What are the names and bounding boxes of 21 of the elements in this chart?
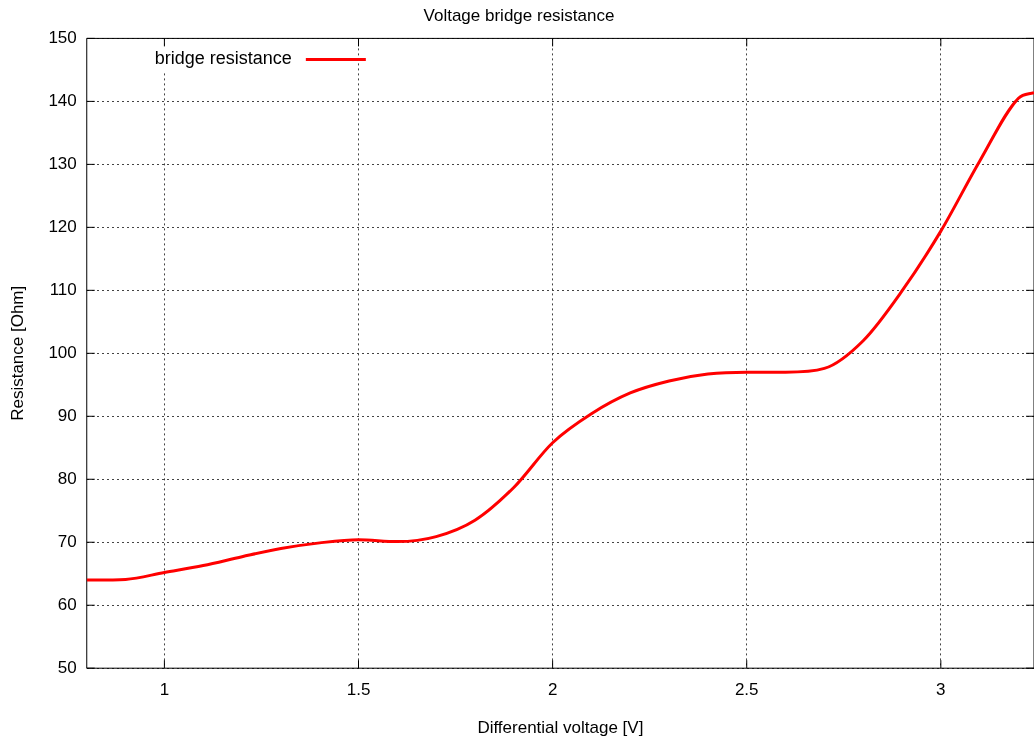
y-tick-label: 150 xyxy=(48,28,77,48)
x-axis-title: Differential voltage [V] xyxy=(477,718,644,738)
y-tick-label: 130 xyxy=(48,154,77,174)
y-tick-label: 90 xyxy=(57,405,77,425)
chart-title: Voltage bridge resistance xyxy=(423,5,615,25)
y-axis-title: Resistance [Ohm] xyxy=(7,285,27,421)
x-tick-label: 3 xyxy=(936,680,946,700)
line-series xyxy=(86,91,1034,582)
y-tick-label: 80 xyxy=(57,468,77,488)
y-tick-label: 100 xyxy=(48,342,77,362)
y-tick-label: 120 xyxy=(48,217,77,237)
x-tick-label: 1.5 xyxy=(346,680,371,700)
y-tick-label: 60 xyxy=(57,594,77,614)
x-tick-label: 2.5 xyxy=(734,680,759,700)
y-tick-label: 110 xyxy=(49,280,77,300)
x-tick-label: 2 xyxy=(547,680,558,700)
y-tick-label: 140 xyxy=(48,91,77,111)
legend-label: bridge resistance xyxy=(154,48,292,69)
y-tick-label: 50 xyxy=(57,657,77,677)
x-tick-label: 1 xyxy=(159,680,170,700)
y-tick-label: 70 xyxy=(57,531,77,551)
